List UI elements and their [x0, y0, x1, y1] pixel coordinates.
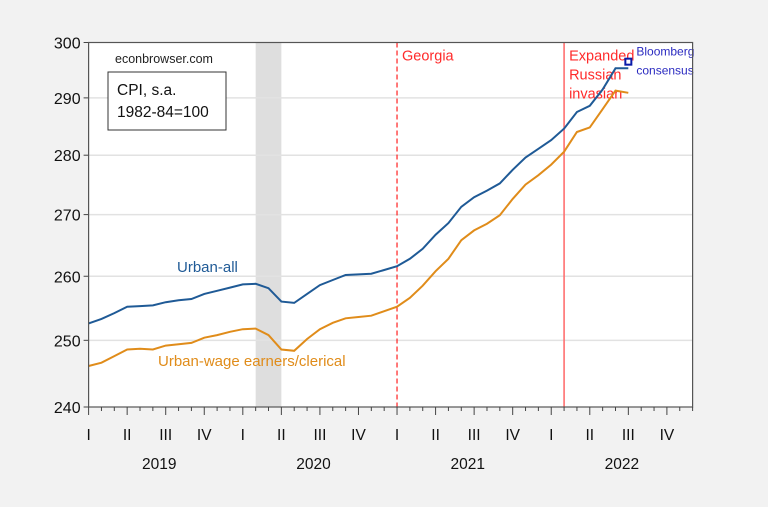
- x-quarter-label: II: [277, 427, 286, 444]
- x-quarter-label: I: [86, 427, 90, 444]
- event-label: invasian: [569, 87, 622, 103]
- info-box: [107, 71, 227, 131]
- plot-frame: [87, 41, 694, 408]
- event-label: Georgia: [402, 49, 455, 65]
- x-quarter-label: III: [313, 427, 326, 444]
- info-box-text: CPI, s.a.: [117, 82, 176, 99]
- x-quarter-label: II: [123, 427, 132, 444]
- x-quarter-label: I: [395, 427, 399, 444]
- y-tick-label: 240: [54, 400, 81, 417]
- point-label: consensus: [636, 64, 693, 78]
- x-quarter-label: III: [468, 427, 481, 444]
- x-quarter-label: IV: [660, 427, 675, 444]
- source-label: econbrowser.com: [115, 52, 213, 66]
- series-line: [88, 67, 629, 325]
- x-quarter-label: IV: [197, 427, 212, 444]
- x-year-label: 2019: [142, 456, 176, 473]
- x-quarter-label: IV: [505, 427, 520, 444]
- info-box-text: 1982-84=100: [117, 104, 209, 121]
- x-quarter-label: IV: [351, 427, 366, 444]
- series-label: Urban-all: [177, 259, 238, 276]
- y-tick-label: 260: [54, 269, 81, 286]
- y-tick-label: 250: [54, 333, 81, 350]
- y-tick-label: 300: [54, 36, 81, 53]
- event-label: Expanded: [569, 49, 634, 65]
- y-tick-label: 280: [54, 148, 81, 165]
- bloomberg-point: [624, 57, 633, 66]
- x-year-label: 2022: [605, 456, 639, 473]
- x-quarter-label: II: [431, 427, 440, 444]
- x-quarter-label: II: [585, 427, 594, 444]
- series-line: [88, 89, 629, 367]
- x-quarter-label: I: [549, 427, 553, 444]
- x-year-label: 2021: [450, 456, 484, 473]
- y-tick-label: 290: [54, 91, 81, 108]
- x-year-label: 2020: [296, 456, 331, 473]
- point-label: Bloomberg: [636, 45, 694, 59]
- x-quarter-label: III: [622, 427, 635, 444]
- x-quarter-label: I: [241, 427, 245, 444]
- x-quarter-label: III: [159, 427, 172, 444]
- y-tick-label: 270: [54, 208, 81, 225]
- recession-shading: [255, 42, 282, 407]
- series-label: Urban-wage earners/clerical: [158, 353, 346, 370]
